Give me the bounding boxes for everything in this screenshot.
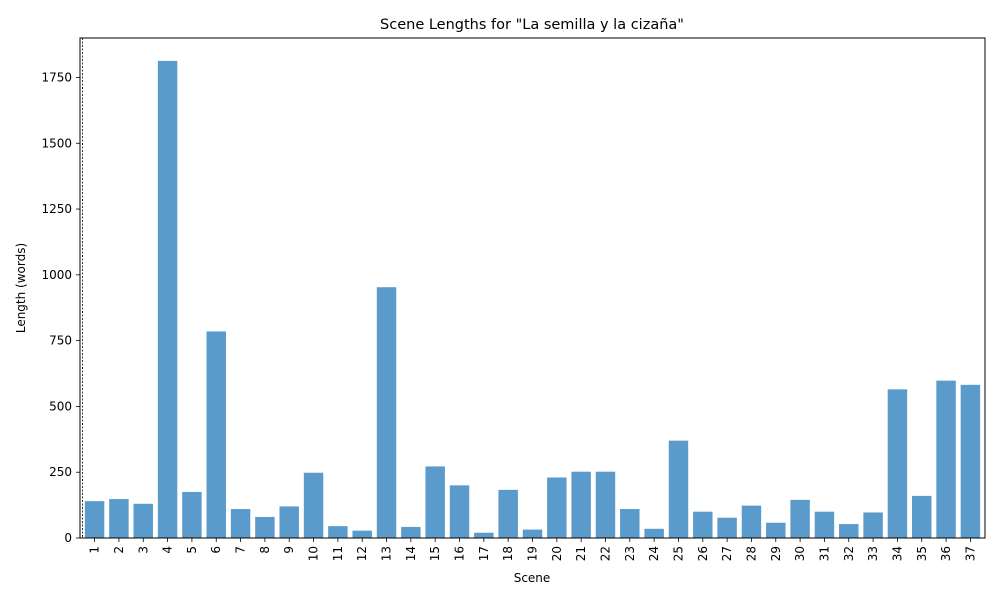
bars-group [84, 60, 981, 538]
x-tick-label: 2 [112, 546, 126, 554]
x-tick-label: 34 [890, 546, 904, 561]
bar-scene-25 [668, 440, 689, 538]
x-tick-label: 27 [720, 546, 734, 561]
y-tick-label: 0 [64, 531, 72, 545]
x-tick-label: 25 [671, 546, 685, 561]
y-tick-label: 250 [49, 465, 72, 479]
bar-scene-24 [644, 528, 664, 538]
bar-scene-3 [133, 503, 153, 538]
bar-scene-1 [84, 501, 105, 538]
bar-scene-19 [522, 529, 543, 538]
x-tick-label: 31 [817, 546, 831, 561]
y-tick-label: 1500 [41, 136, 72, 150]
bar-scene-30 [790, 499, 810, 538]
bar-scene-10 [303, 472, 324, 538]
bar-scene-31 [814, 511, 835, 538]
y-tick-label: 750 [49, 334, 72, 348]
x-ticks-group: 1 2 3 4 5 6 7 8 9 10 11 12 13 14 15 16 17 18 19 20 21 22 23 24 2… [88, 538, 977, 561]
bar-scene-5 [182, 491, 202, 538]
x-tick-label: 19 [526, 546, 540, 561]
x-axis-title: Scene [514, 571, 551, 585]
x-tick-label: 17 [477, 546, 491, 561]
x-tick-label: 24 [647, 546, 661, 561]
y-tick-label: 1000 [41, 268, 72, 282]
x-tick-label: 16 [453, 546, 467, 561]
x-tick-label: 33 [866, 546, 880, 561]
bar-scene-17 [474, 532, 494, 538]
x-tick-label: 18 [501, 546, 515, 561]
x-tick-label: 7 [234, 546, 248, 554]
y-tick-label: 500 [49, 399, 72, 413]
bar-scene-4 [157, 60, 178, 538]
bar-scene-12 [352, 530, 372, 538]
x-tick-label: 10 [307, 546, 321, 561]
x-tick-label: 23 [623, 546, 637, 561]
y-tick-label: 1750 [41, 70, 72, 84]
bar-scene-33 [863, 512, 883, 538]
bar-scene-11 [328, 526, 348, 538]
x-tick-label: 1 [88, 546, 102, 554]
bar-scene-36 [936, 380, 956, 538]
x-tick-label: 21 [574, 546, 588, 561]
bar-scene-13 [376, 287, 397, 538]
bar-scene-35 [912, 495, 932, 538]
bar-scene-14 [401, 526, 421, 538]
x-tick-label: 37 [963, 546, 977, 561]
bar-scene-6 [206, 331, 226, 538]
chart-title: Scene Lengths for "La semilla y la cizañ… [380, 17, 684, 33]
x-tick-label: 26 [696, 546, 710, 561]
bar-scene-32 [839, 524, 859, 538]
y-tick-label: 1250 [41, 202, 72, 216]
x-tick-label: 35 [915, 546, 929, 561]
bar-scene-23 [620, 509, 640, 538]
x-tick-label: 6 [209, 546, 223, 554]
y-axis-title: Length (words) [14, 243, 28, 333]
bar-scene-2 [109, 499, 129, 538]
x-tick-label: 32 [842, 546, 856, 561]
x-tick-label: 4 [161, 546, 175, 554]
bar-scene-34 [887, 389, 908, 538]
x-tick-label: 12 [355, 546, 369, 561]
x-tick-label: 15 [428, 546, 442, 561]
x-tick-label: 13 [380, 546, 394, 561]
x-tick-label: 5 [185, 546, 199, 554]
bar-scene-15 [425, 466, 445, 538]
bar-scene-29 [766, 522, 786, 538]
x-tick-label: 30 [793, 546, 807, 561]
bar-scene-9 [279, 506, 299, 538]
x-tick-label: 14 [404, 546, 418, 561]
bar-scene-8 [255, 516, 275, 538]
bar-scene-27 [717, 517, 737, 538]
bar-scene-20 [547, 477, 567, 538]
bar-scene-21 [571, 471, 591, 538]
bar-scene-18 [498, 489, 518, 538]
bar-scene-26 [693, 511, 713, 538]
x-tick-label: 28 [744, 546, 758, 561]
x-tick-label: 8 [258, 546, 272, 554]
bar-scene-37 [960, 384, 981, 538]
x-tick-label: 11 [331, 546, 345, 561]
y-ticks-group: 0 250 500 750 1000 1250 1500 1750 [41, 70, 80, 545]
x-tick-label: 20 [550, 546, 564, 561]
bar-scene-7 [230, 509, 251, 538]
x-tick-label: 36 [939, 546, 953, 561]
x-tick-label: 29 [769, 546, 783, 561]
x-tick-label: 3 [136, 546, 150, 554]
bar-scene-28 [741, 505, 762, 538]
x-tick-label: 9 [282, 546, 296, 554]
bar-scene-22 [595, 471, 616, 538]
bar-scene-16 [449, 485, 470, 538]
x-tick-label: 22 [598, 546, 612, 561]
